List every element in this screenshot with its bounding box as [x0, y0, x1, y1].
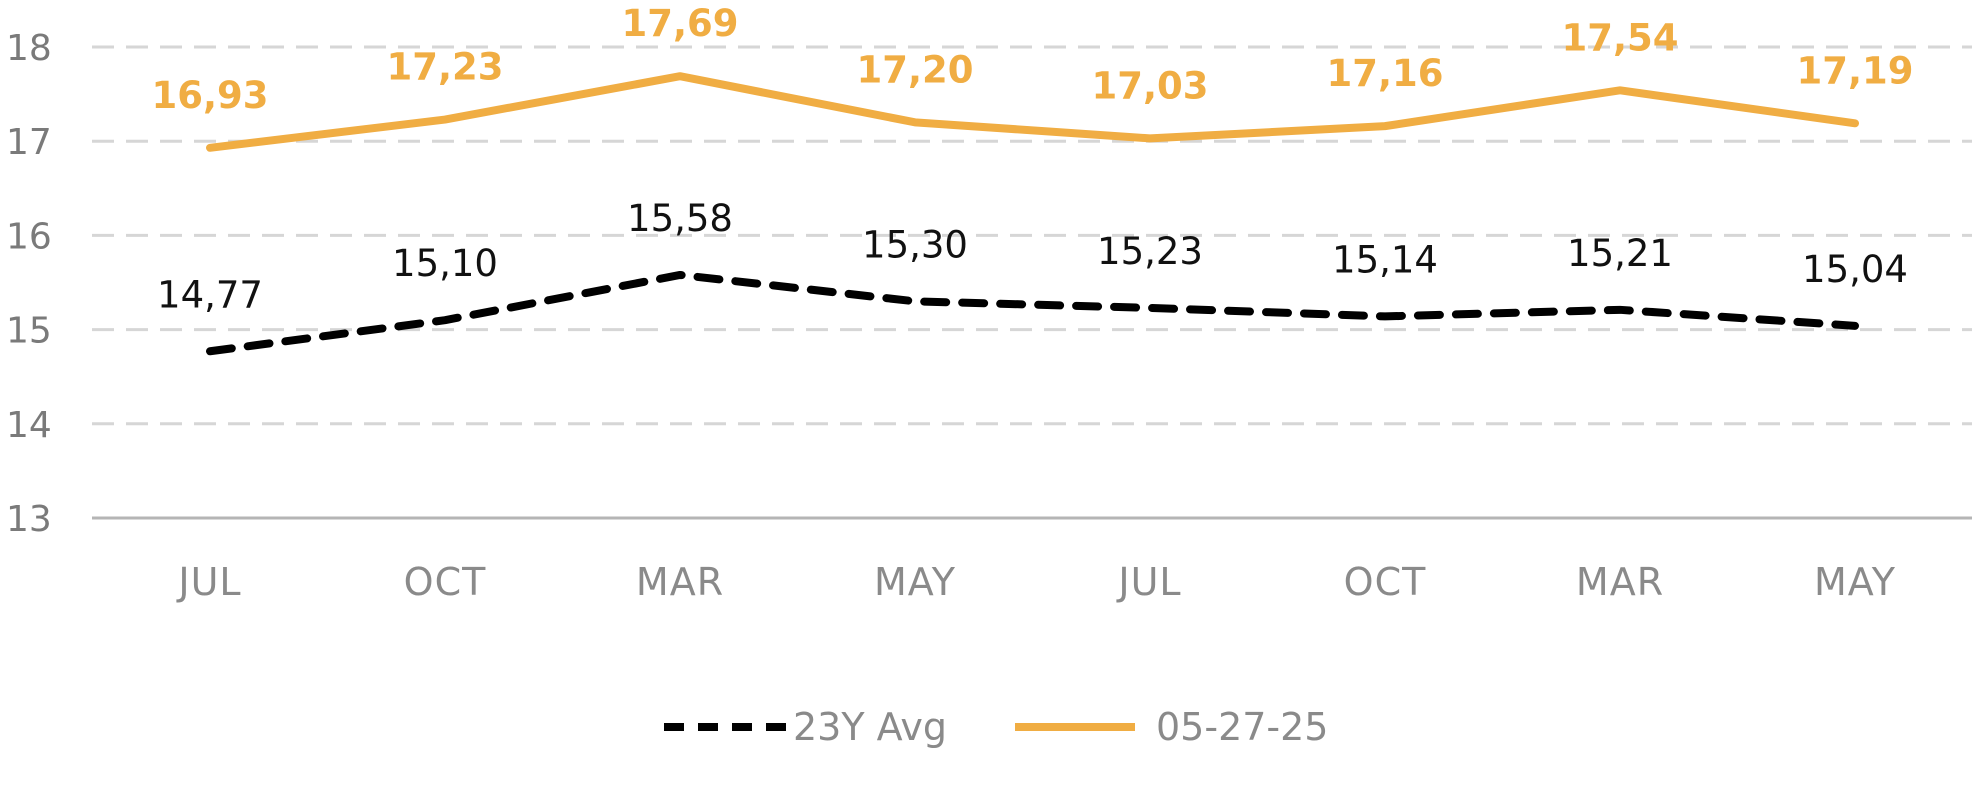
series-line-23y-avg	[206, 270, 1859, 356]
series-1-point-2	[679, 75, 681, 77]
data-label-series-1-0: 16,93	[151, 74, 268, 117]
series-line-05-27-25	[206, 72, 1859, 152]
y-tick-label-17: 17	[6, 122, 52, 163]
series-1-point-1	[444, 119, 446, 121]
data-label-series-1-6: 17,54	[1561, 16, 1678, 59]
data-label-series-1-4: 17,03	[1091, 64, 1208, 107]
x-tick-label-5: OCT	[1344, 560, 1427, 604]
data-label-series-0-3: 15,30	[862, 223, 968, 266]
x-tick-label-0: JUL	[176, 560, 241, 604]
y-tick-label-15: 15	[6, 311, 52, 352]
x-tick-label-1: OCT	[404, 560, 487, 604]
legend: 23Y Avg 05-27-25	[664, 705, 1328, 749]
series-0-point-2	[679, 274, 681, 276]
series-0-point-0	[209, 350, 211, 352]
x-tick-label-4: JUL	[1116, 560, 1181, 604]
y-tick-label-14: 14	[6, 405, 52, 446]
data-label-series-1-1: 17,23	[386, 46, 503, 89]
series-0-point-1	[444, 319, 446, 321]
series-0-point-6	[1619, 309, 1621, 311]
series-0-point-4	[1149, 307, 1151, 309]
series-0-point-5	[1384, 315, 1386, 317]
series-group	[206, 72, 1859, 356]
grid-lines	[92, 45, 1972, 520]
data-label-series-1-5: 17,16	[1326, 52, 1443, 95]
series-1-point-5	[1384, 125, 1386, 127]
series-0-point-7	[1854, 325, 1856, 327]
series-0-point-3	[914, 300, 916, 302]
data-label-series-0-7: 15,04	[1802, 248, 1908, 291]
y-tick-label-16: 16	[6, 216, 52, 257]
x-tick-label-3: MAY	[874, 560, 956, 604]
legend-label-23y-avg: 23Y Avg	[793, 705, 947, 749]
y-tick-label-18: 18	[6, 28, 52, 69]
y-tick-label-13: 13	[6, 499, 52, 540]
series-1-point-3	[914, 121, 916, 123]
data-label-series-1-7: 17,19	[1796, 49, 1913, 92]
data-labels: 14,77 15,10 15,58 15,30 15,23 15,14 15,21 15,04…	[151, 2, 1913, 316]
data-label-series-0-2: 15,58	[627, 197, 733, 240]
data-label-series-1-3: 17,20	[856, 48, 973, 91]
x-tick-label-6: MAR	[1576, 560, 1664, 604]
data-label-series-0-4: 15,23	[1097, 230, 1203, 273]
series-1-point-0	[209, 147, 211, 149]
data-label-series-0-5: 15,14	[1332, 238, 1438, 281]
data-label-series-1-2: 17,69	[621, 2, 738, 45]
data-label-series-0-0: 14,77	[157, 273, 263, 316]
series-1-point-6	[1619, 89, 1621, 91]
x-tick-label-7: MAY	[1814, 560, 1896, 604]
series-1-point-7	[1854, 122, 1856, 124]
data-label-series-0-6: 15,21	[1567, 232, 1673, 275]
legend-label-05-27-25: 05-27-25	[1156, 705, 1328, 749]
x-axis-ticks: JUL OCT MAR MAY JUL OCT MAR MAY	[176, 560, 1896, 604]
y-axis-ticks: 13 14 15 16 17 18	[6, 28, 52, 540]
data-label-series-0-1: 15,10	[392, 242, 498, 285]
series-1-point-4	[1149, 137, 1151, 139]
x-tick-label-2: MAR	[636, 560, 724, 604]
